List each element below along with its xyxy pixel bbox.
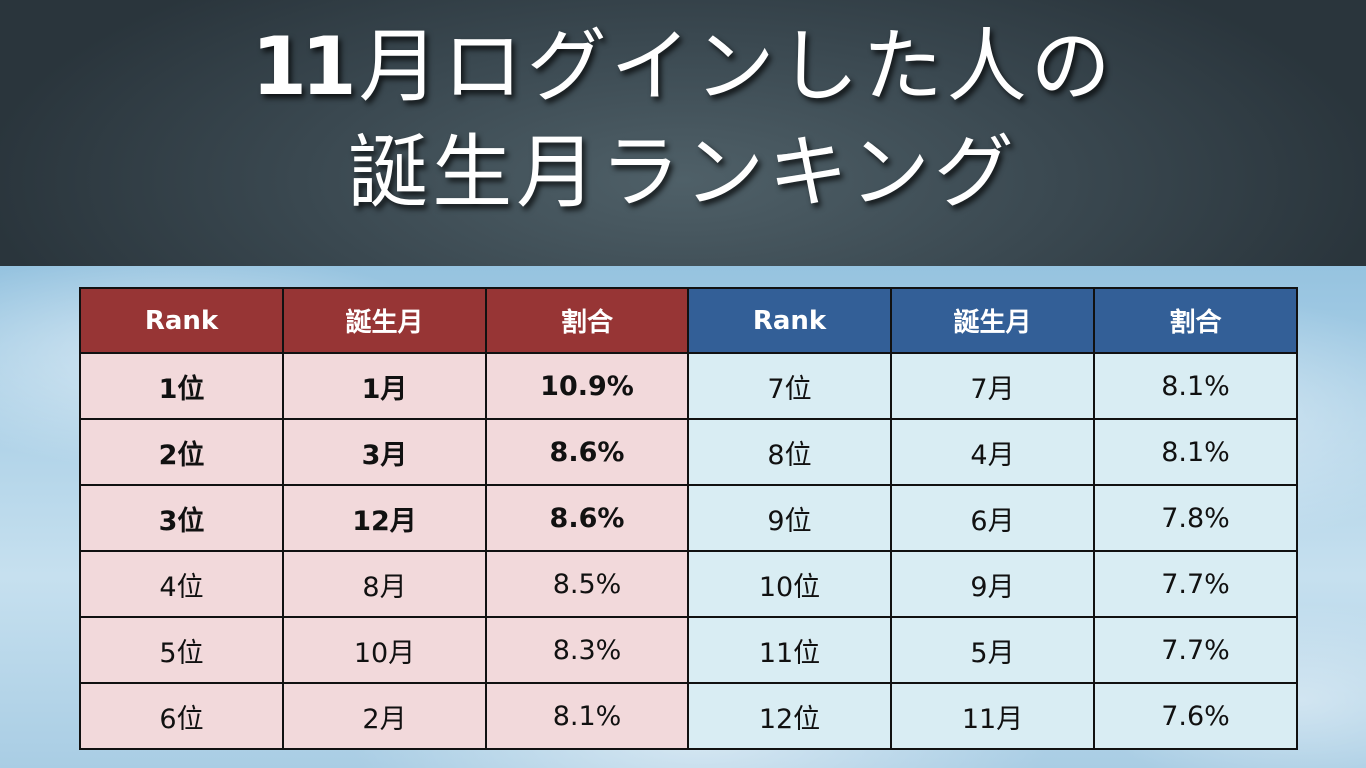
page-title: 11 月ログインした人の 誕生月ランキング [0, 14, 1366, 226]
table-row: 6位 2月 8.1% 12位 11月 7.6% [79, 682, 1298, 750]
header-ratio-right: 割合 [1093, 287, 1298, 354]
month-cell: 6月 [890, 484, 1095, 552]
month-cell: 1月 [282, 352, 487, 420]
month-cell: 5月 [890, 616, 1095, 684]
ratio-cell: 8.6% [485, 418, 689, 486]
table-row: 2位 3月 8.6% 8位 4月 8.1% [79, 418, 1298, 486]
month-cell-highlight: 11月 [890, 682, 1095, 750]
rank-cell: 6位 [79, 682, 284, 750]
rank-cell-highlight: 12位 [687, 682, 892, 750]
ratio-cell: 8.3% [485, 616, 689, 684]
ratio-cell: 8.1% [485, 682, 689, 750]
month-cell: 2月 [282, 682, 487, 750]
ratio-cell-highlight: 7.6% [1093, 682, 1298, 750]
title-line-2: 誕生月ランキング [348, 126, 1018, 219]
table-row: 4位 8月 8.5% 10位 9月 7.7% [79, 550, 1298, 618]
month-cell: 7月 [890, 352, 1095, 420]
ratio-cell: 8.1% [1093, 418, 1298, 486]
header-rank-left: Rank [79, 287, 284, 354]
title-number: 11 [251, 20, 356, 113]
header-month-right: 誕生月 [890, 287, 1095, 354]
month-cell: 10月 [282, 616, 487, 684]
month-cell: 8月 [282, 550, 487, 618]
ratio-cell: 8.6% [485, 484, 689, 552]
title-banner [0, 0, 1366, 266]
table-row: 5位 10月 8.3% 11位 5月 7.7% [79, 616, 1298, 684]
month-cell: 12月 [282, 484, 487, 552]
month-cell: 4月 [890, 418, 1095, 486]
rank-cell: 2位 [79, 418, 284, 486]
ratio-cell: 7.7% [1093, 616, 1298, 684]
rank-cell: 1位 [79, 352, 284, 420]
table-row: 1位 1月 10.9% 7位 7月 8.1% [79, 352, 1298, 420]
ratio-cell: 8.5% [485, 550, 689, 618]
rank-cell: 3位 [79, 484, 284, 552]
month-cell: 9月 [890, 550, 1095, 618]
month-cell: 3月 [282, 418, 487, 486]
title-line-1-text: 月ログインした人の [358, 20, 1115, 113]
header-ratio-left: 割合 [485, 287, 689, 354]
header-rank-right: Rank [687, 287, 892, 354]
rank-cell: 11位 [687, 616, 892, 684]
rank-cell: 9位 [687, 484, 892, 552]
title-line-1: 11 月ログインした人の [0, 14, 1366, 120]
ratio-cell: 10.9% [485, 352, 689, 420]
ratio-cell: 8.1% [1093, 352, 1298, 420]
rank-cell: 5位 [79, 616, 284, 684]
header-month-left: 誕生月 [282, 287, 487, 354]
ratio-cell: 7.8% [1093, 484, 1298, 552]
ratio-cell: 7.7% [1093, 550, 1298, 618]
rank-cell: 4位 [79, 550, 284, 618]
rank-cell: 8位 [687, 418, 892, 486]
table-header-row: Rank 誕生月 割合 Rank 誕生月 割合 [79, 287, 1298, 354]
table-row: 3位 12月 8.6% 9位 6月 7.8% [79, 484, 1298, 552]
rank-cell: 10位 [687, 550, 892, 618]
ranking-table: Rank 誕生月 割合 Rank 誕生月 割合 1位 1月 10.9% 7位 7… [79, 287, 1298, 750]
rank-cell: 7位 [687, 352, 892, 420]
